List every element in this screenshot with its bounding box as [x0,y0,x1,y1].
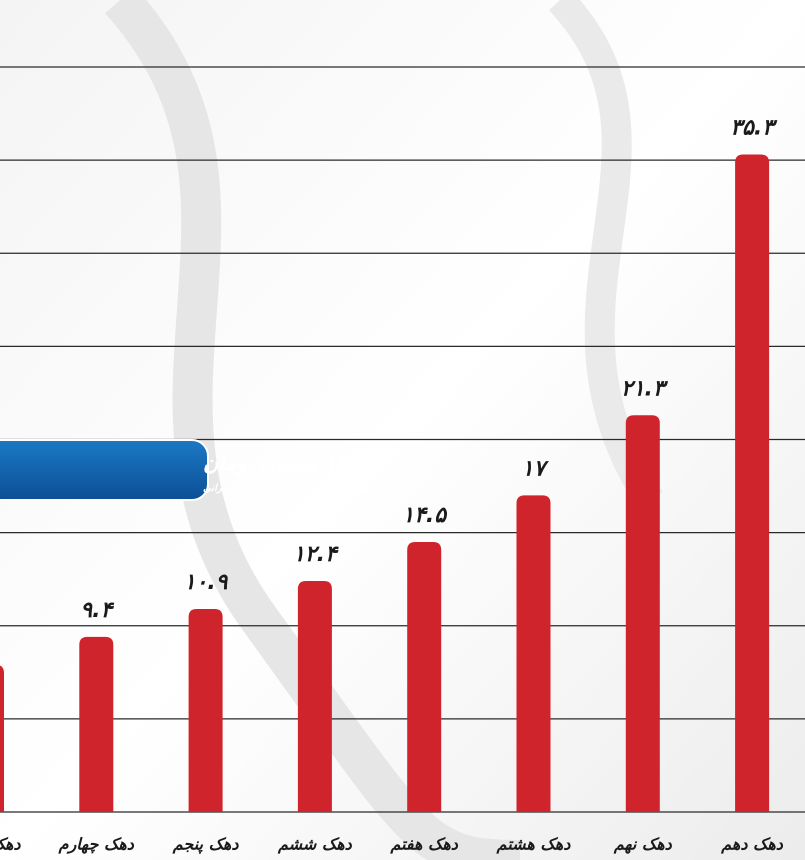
callout-subtitle: میزان خط فقر یک خانوار ۴ نفره تهرانی [203,483,370,494]
callout-box [0,440,208,500]
x-tick-label: دهک هفتم [389,835,458,855]
bar [407,542,441,812]
background [0,0,805,860]
bar [0,665,4,812]
x-tick-label: دهک سوم [0,835,21,855]
chart: دهک سوم ۹.۴ دهک چهارم ۱۰.۹ دهک پنجم ۱۲.۴ دهک ش… [0,0,805,860]
value-label: ۹.۴ [80,598,114,623]
x-tick-label: دهک دهم [720,835,784,855]
value-label: ۲۱.۳ [621,376,669,401]
x-tick-label: دهک پنجم [172,835,240,855]
x-tick-label: دهک نهم [613,835,673,855]
bar [189,609,223,812]
bar [735,155,769,812]
value-label: ۳۵.۳ [730,116,778,141]
bar [517,495,551,812]
value-label: ۱۴.۵ [402,503,448,528]
value-label: ۱۷ [522,456,550,481]
bar [626,415,660,812]
callout-title: ۱۴/۷ میلیون تومان [203,451,370,476]
value-label: ۱۰.۹ [184,570,229,595]
x-tick-label: دهک هشتم [496,835,572,855]
value-label: ۱۲.۴ [293,542,339,567]
bar [298,581,332,812]
x-tick-label: دهک چهارم [58,835,135,855]
bar [79,637,113,812]
page: دهک سوم ۹.۴ دهک چهارم ۱۰.۹ دهک پنجم ۱۲.۴ دهک ش… [0,0,805,860]
x-tick-label: دهک ششم [277,835,353,855]
